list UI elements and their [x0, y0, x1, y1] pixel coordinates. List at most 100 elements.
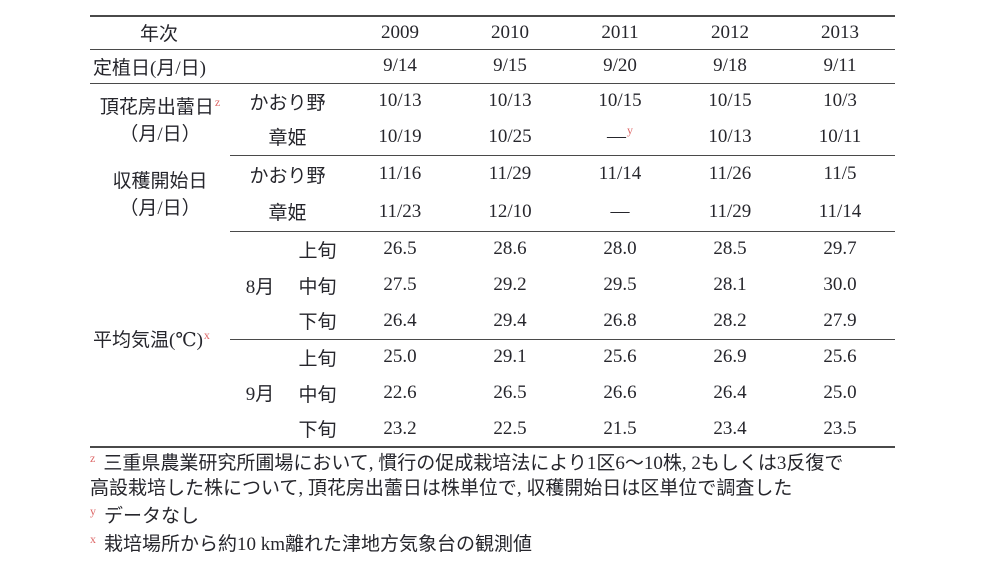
- cultivar-label-akihime: 章姫: [230, 119, 345, 156]
- budding-value: 10/13: [675, 119, 785, 156]
- temp-sep-late-row: 下旬 23.2 22.5 21.5 23.4 23.5: [90, 411, 895, 447]
- harvest-value: 11/23: [345, 193, 455, 232]
- temp-value: 28.1: [713, 274, 747, 295]
- temp-sep-mid-row: 中旬 22.6 26.5 26.6 26.4 25.0: [90, 375, 895, 411]
- temp-value: 25.0: [823, 382, 857, 403]
- period-label: 上旬: [298, 240, 337, 262]
- temp-value: 23.5: [823, 417, 857, 439]
- planting-value: 9/14: [345, 49, 455, 84]
- footnote-x-text: 栽培場所から約10 km離れた津地方気象台の観測値: [104, 534, 533, 555]
- temp-value: 29.1: [493, 346, 527, 368]
- temp-aug-early-row: 平均気温(℃)x 8月 上旬 26.5 28.6 28.0 28.5 29.7: [90, 231, 895, 351]
- year-header-2009: 2009: [345, 16, 455, 50]
- budding-value: 10/15: [708, 90, 752, 112]
- temp-value: 21.5: [603, 417, 637, 439]
- budding-date-label: 頂花房出蕾日z （月/日）: [90, 83, 230, 155]
- temp-value: 29.4: [455, 303, 565, 340]
- temperature-label: 平均気温(℃)x: [90, 231, 230, 447]
- budding-kaorino-row: 頂花房出蕾日z （月/日） かおり野 10/13 10/13 10/15 10/…: [90, 83, 895, 145]
- temperature-label-text: 平均気温(℃): [93, 330, 203, 351]
- temp-value: 26.4: [713, 382, 747, 403]
- budding-label-unit: （月/日）: [119, 124, 201, 146]
- budding-value: 10/13: [488, 90, 532, 112]
- harvest-value: 11/14: [785, 193, 895, 232]
- temp-value: 26.9: [713, 346, 747, 368]
- temp-value: 23.4: [713, 417, 747, 439]
- planting-date-label: 定植日(月/日): [90, 49, 345, 84]
- month-label-august: 8月: [230, 231, 290, 340]
- month-label-september: 9月: [245, 384, 275, 406]
- budding-value: 10/19: [345, 119, 455, 156]
- budding-value: 10/13: [378, 90, 422, 112]
- budding-akihime-row: 章姫 10/19 10/25 —y 10/13 10/11: [90, 119, 895, 156]
- footnotes: z 三重県農業研究所圃場において, 慣行の促成栽培法により1区6～10株, 2もし…: [90, 451, 930, 560]
- temp-value: 26.4: [345, 303, 455, 340]
- year-axis-label: 年次: [90, 16, 345, 50]
- temp-value: 28.2: [675, 303, 785, 340]
- temp-value: 25.6: [603, 346, 637, 368]
- budding-value-missing: —y: [565, 119, 675, 156]
- budding-value: 10/15: [598, 90, 642, 112]
- temp-value: 29.5: [603, 274, 637, 295]
- temp-value: 28.5: [713, 238, 747, 260]
- planting-value: 9/15: [455, 49, 565, 84]
- harvest-value: 11/29: [675, 193, 785, 232]
- harvest-value: 12/10: [455, 193, 565, 232]
- harvest-label-text: 収穫開始日: [112, 171, 208, 192]
- footnote-marker-y: y: [627, 123, 633, 138]
- missing-dash: —: [607, 125, 626, 147]
- temp-aug-late-row: 下旬 26.4 29.4 26.8 28.2 27.9: [90, 303, 895, 340]
- temp-value: 22.5: [493, 417, 527, 439]
- period-label: 上旬: [298, 348, 337, 370]
- harvest-akihime-row: 章姫 11/23 12/10 — 11/29 11/14: [90, 193, 895, 232]
- year-header-2012: 2012: [675, 16, 785, 50]
- footnote-z-line1: 三重県農業研究所圃場において, 慣行の促成栽培法により1区6～10株, 2もしく…: [103, 453, 844, 474]
- harvest-value: 11/29: [488, 163, 532, 185]
- planting-value: 9/20: [565, 49, 675, 84]
- header-row: 年次 2009 2010 2011 2012 2013: [90, 16, 895, 50]
- temp-aug-mid-row: 中旬 27.5 29.2 29.5 28.1 30.0: [90, 267, 895, 303]
- temp-value: 26.6: [603, 382, 637, 403]
- budding-label-text: 頂花房出蕾日: [99, 97, 214, 119]
- temp-value: 26.8: [565, 303, 675, 340]
- temp-value: 26.5: [383, 238, 417, 260]
- footnote-y: y データなし: [90, 504, 930, 529]
- temp-value: 25.0: [383, 346, 417, 368]
- harvest-date-label: 収穫開始日 （月/日）: [90, 155, 230, 231]
- temp-value: 23.2: [383, 417, 417, 439]
- footnote-marker-z: z: [214, 94, 221, 109]
- period-label: 中旬: [298, 384, 337, 406]
- budding-value: 10/11: [785, 119, 895, 156]
- footnote-marker-x: x: [203, 327, 210, 342]
- temp-value: 28.6: [493, 238, 527, 260]
- temp-value: 25.6: [823, 346, 857, 368]
- footnote-y-marker: y: [90, 503, 96, 518]
- harvest-value: 11/5: [823, 163, 857, 185]
- harvest-label-unit: （月/日）: [119, 198, 201, 219]
- cultivar-label-kaorino: かおり野: [249, 165, 326, 187]
- temp-value: 26.5: [493, 382, 527, 403]
- cultivar-label-kaorino: かおり野: [249, 92, 326, 114]
- planting-date-row: 定植日(月/日) 9/14 9/15 9/20 9/18 9/11: [90, 49, 895, 84]
- cultivar-label-akihime: 章姫: [230, 193, 345, 232]
- year-header-2013: 2013: [785, 16, 895, 50]
- harvest-value-missing: —: [565, 193, 675, 232]
- harvest-value: 11/16: [378, 163, 422, 185]
- harvest-value: 11/14: [598, 163, 642, 185]
- temp-sep-early-row: 9月 上旬 25.0 29.1 25.6 26.9 25.6: [90, 339, 895, 405]
- temp-value: 30.0: [823, 274, 857, 295]
- year-header-2011: 2011: [565, 16, 675, 50]
- temp-value: 28.0: [603, 238, 637, 260]
- period-label: 下旬: [290, 303, 345, 340]
- footnote-z-marker: z: [90, 450, 96, 465]
- year-header-2010: 2010: [455, 16, 565, 50]
- experiment-results-table: 年次 2009 2010 2011 2012 2013 定植日(月/日) 9/1…: [90, 15, 895, 448]
- temp-value: 29.7: [823, 238, 857, 260]
- temp-value: 27.5: [383, 274, 417, 295]
- footnote-x: x 栽培場所から約10 km離れた津地方気象台の観測値: [90, 532, 930, 557]
- footnote-x-marker: x: [90, 531, 96, 546]
- planting-value: 9/11: [785, 49, 895, 84]
- temp-value: 27.9: [785, 303, 895, 340]
- temp-value: 22.6: [383, 382, 417, 403]
